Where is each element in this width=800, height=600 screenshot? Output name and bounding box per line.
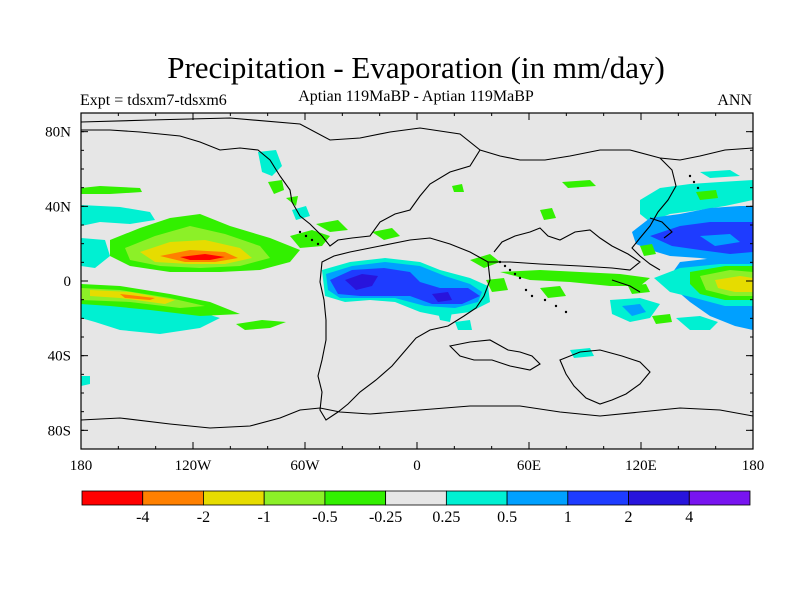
x-tick-label: 0 <box>413 458 421 474</box>
contour-fill <box>486 278 508 292</box>
contour-fill <box>540 208 556 220</box>
contour-fill <box>650 222 753 254</box>
axis-ticks: 180 120W 60W 0 60E 120E 180 80N 40N 0 40S 80S <box>45 113 764 474</box>
contour-fill <box>622 304 646 316</box>
contour-fill <box>570 348 594 358</box>
colorbar-box <box>142 490 204 506</box>
contour-fill <box>452 184 464 192</box>
contour-fill <box>345 274 378 290</box>
colorbar-box <box>506 490 569 506</box>
y-tick-label: 0 <box>64 274 72 290</box>
colorbar-box <box>688 490 751 506</box>
island-dots <box>298 174 700 314</box>
contour-fills <box>81 150 753 386</box>
coastlines <box>81 117 753 429</box>
contour-fill <box>438 312 452 322</box>
x-tick-label: 60W <box>290 458 320 474</box>
x-tick-label: 120E <box>625 458 657 474</box>
coastline <box>81 405 753 429</box>
colorbar-label: 2 <box>625 509 633 526</box>
contour-fill <box>432 292 452 302</box>
season-label: ANN <box>717 92 752 109</box>
colorbar-label: -1 <box>258 509 271 526</box>
plot-title: Precipitation - Evaporation (in mm/day) <box>167 50 665 85</box>
colorbar-label: -4 <box>136 509 149 526</box>
contour-fill <box>81 186 142 194</box>
contour-fill <box>696 190 718 200</box>
contour-fill <box>236 320 286 330</box>
contour-fill <box>500 270 650 286</box>
colorbar-box <box>445 490 508 506</box>
coastline <box>649 217 673 239</box>
colorbar-label: 4 <box>685 509 693 526</box>
colorbar-label: -0.25 <box>369 509 402 526</box>
contour-fill <box>640 180 753 222</box>
contour-fill <box>120 294 155 300</box>
contour-fill <box>316 220 348 232</box>
contour-fill <box>372 228 400 240</box>
x-tick-label: 120W <box>175 458 213 474</box>
coastline <box>317 237 491 421</box>
colorbar-box <box>81 490 144 506</box>
colorbar-box <box>567 490 629 506</box>
y-tick-label: 80S <box>48 423 71 439</box>
y-tick-label: 40S <box>48 349 71 365</box>
colorbar-label: 0.25 <box>432 509 460 526</box>
coastline <box>559 349 651 405</box>
coastline <box>479 147 753 161</box>
y-tick-label: 40N <box>45 199 71 215</box>
contour-fill <box>470 254 500 268</box>
contour-fill <box>562 180 596 188</box>
colorbar: -4 -2 -1 -0.5 -0.25 0.25 0.5 1 2 4 <box>81 490 751 526</box>
contour-fill <box>676 316 718 330</box>
colorbar-label: 1 <box>564 509 572 526</box>
coastline <box>448 339 541 371</box>
colorbar-box <box>203 490 265 506</box>
contour-fill <box>715 276 753 292</box>
contour-fill <box>540 286 566 298</box>
colorbar-label: -0.5 <box>312 509 337 526</box>
colorbar-box <box>324 490 387 506</box>
contour-fill <box>640 244 656 256</box>
colorbar-box <box>385 490 447 506</box>
contour-fill <box>700 170 740 178</box>
experiment-label: Expt = tdsxm7-tdsxm6 <box>80 92 227 109</box>
x-tick-label: 180 <box>742 458 765 474</box>
contour-fill <box>455 320 472 330</box>
contour-fill <box>81 376 90 386</box>
contour-fill <box>628 284 650 294</box>
coastline <box>488 227 641 271</box>
contour-fill <box>268 180 284 194</box>
colorbar-box <box>628 490 690 506</box>
contour-fill <box>652 314 672 324</box>
colorbar-box <box>263 490 326 506</box>
coastline <box>611 279 641 293</box>
x-tick-label: 60E <box>517 458 541 474</box>
contour-fill <box>81 205 155 226</box>
x-tick-label: 180 <box>70 458 93 474</box>
y-tick-label: 80N <box>45 125 71 141</box>
coastline <box>631 157 677 271</box>
contour-fill <box>180 254 225 260</box>
coastline <box>81 117 481 247</box>
contour-fill <box>81 238 110 268</box>
colorbar-label: 0.5 <box>497 509 517 526</box>
contour-fill <box>700 234 740 246</box>
period-label: Aptian 119MaBP - Aptian 119MaBP <box>298 88 534 105</box>
colorbar-label: -2 <box>197 509 210 526</box>
